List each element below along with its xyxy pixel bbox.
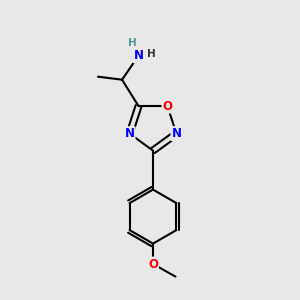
Text: O: O	[163, 100, 172, 112]
Text: N: N	[124, 127, 135, 140]
Text: N: N	[134, 49, 143, 62]
Text: H: H	[147, 49, 155, 59]
Text: O: O	[148, 257, 158, 271]
Text: H: H	[128, 38, 136, 48]
Text: N: N	[171, 127, 182, 140]
